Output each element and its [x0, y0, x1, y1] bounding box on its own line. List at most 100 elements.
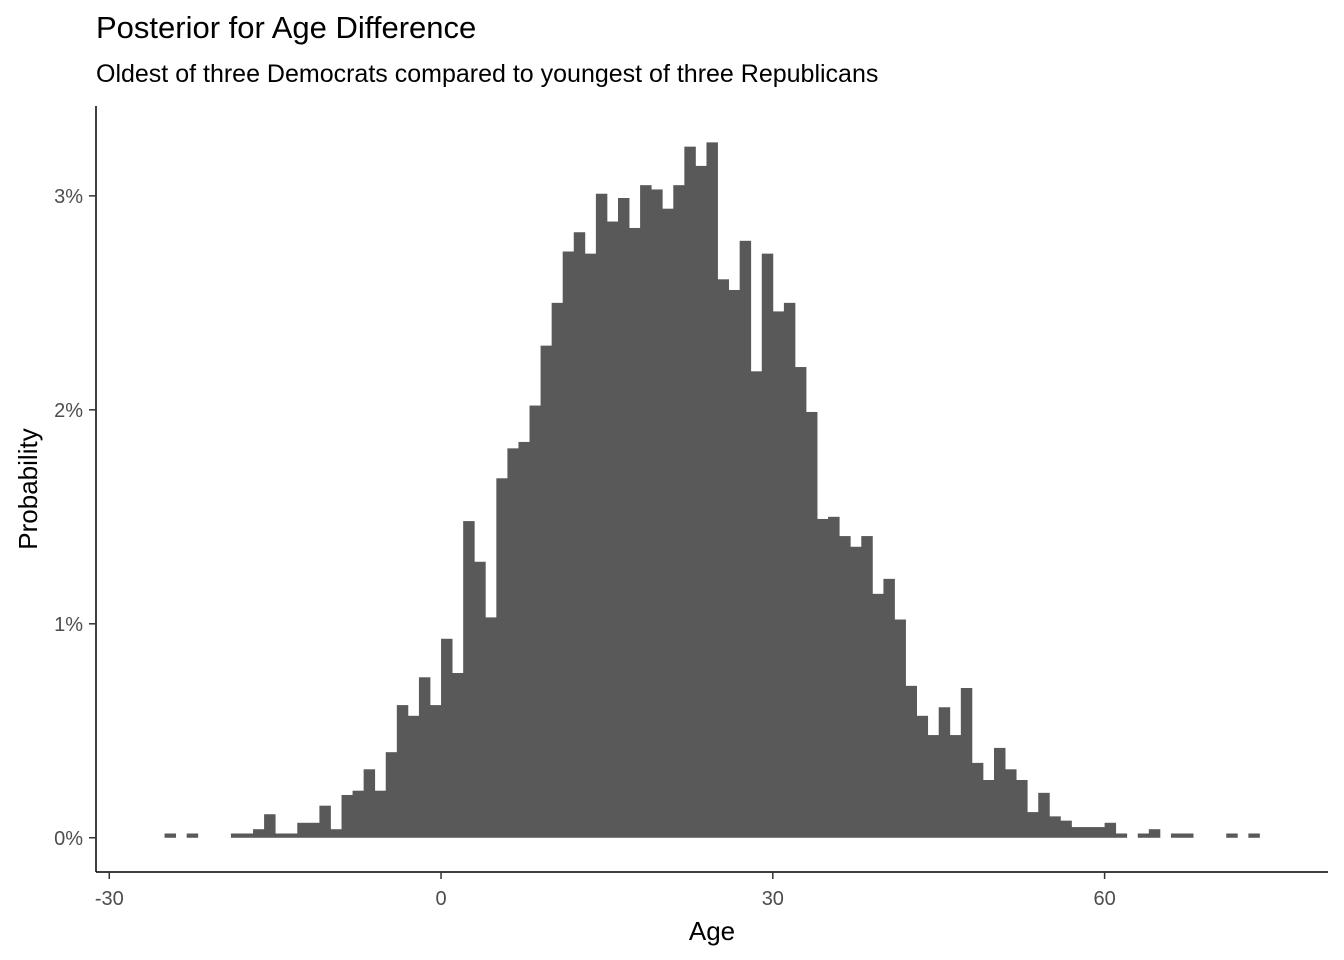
histogram-bar	[640, 185, 652, 838]
histogram-bar	[363, 769, 376, 838]
histogram-bar	[164, 833, 177, 838]
histogram-bar	[1104, 822, 1117, 838]
histogram-bar	[1049, 816, 1061, 838]
histogram-bar	[1226, 833, 1238, 838]
histogram-bar	[828, 516, 840, 838]
histogram-bar	[1027, 812, 1039, 838]
histogram-bar	[529, 405, 541, 838]
x-axis-ticks: -30 0 30 60	[95, 872, 1116, 910]
histogram-bar	[186, 833, 199, 838]
histogram-bar	[241, 833, 254, 838]
histogram-bar	[894, 619, 906, 838]
x-axis-title: Age	[689, 916, 735, 946]
histogram-bar	[994, 747, 1006, 838]
x-tick-label: 0	[435, 888, 446, 910]
histogram-bar	[374, 790, 387, 838]
histogram-bar	[286, 833, 298, 838]
histogram-bar	[540, 345, 553, 838]
y-axis-title: Probability	[13, 428, 43, 549]
histogram-bar	[319, 805, 331, 838]
histogram-bar	[761, 253, 774, 838]
histogram-bar	[230, 833, 243, 838]
histogram-bar	[518, 441, 530, 838]
bars-group	[164, 142, 1260, 838]
histogram-bar	[662, 208, 674, 838]
histogram-bar	[905, 685, 917, 838]
histogram-bar	[806, 411, 818, 838]
histogram-bar	[750, 371, 763, 838]
histogram-bar	[1038, 792, 1050, 838]
histogram-bar	[595, 193, 608, 838]
histogram-bar	[772, 311, 785, 838]
chart-title: Posterior for Age Difference	[96, 10, 477, 45]
histogram-bar	[684, 146, 696, 838]
histogram-bar	[960, 687, 973, 838]
histogram-bar	[817, 518, 829, 838]
histogram-bar	[452, 673, 464, 838]
histogram-bar	[1060, 820, 1072, 838]
histogram-bar	[673, 185, 685, 838]
y-tick-label: 1%	[54, 614, 83, 636]
histogram-bar	[927, 735, 940, 838]
histogram-bar	[949, 735, 962, 838]
chart-subtitle: Oldest of three Democrats compared to yo…	[96, 60, 879, 88]
histogram-bar	[1170, 833, 1183, 838]
y-tick-label: 3%	[54, 186, 83, 208]
histogram-bar	[308, 822, 320, 838]
histogram-bar	[629, 227, 641, 838]
histogram-bar	[474, 561, 486, 838]
histogram-bar	[1137, 833, 1150, 838]
histogram-bar	[297, 822, 309, 838]
histogram-bar	[551, 302, 564, 838]
y-tick-label: 2%	[54, 400, 83, 422]
histogram-bar	[1093, 827, 1105, 838]
histogram-bar	[606, 221, 619, 838]
histogram-bar	[883, 578, 895, 838]
histogram-bar	[418, 677, 431, 838]
histogram-bar	[916, 715, 929, 838]
histogram-bar	[264, 814, 276, 838]
histogram-bar	[850, 546, 862, 838]
x-tick-label: -30	[95, 888, 124, 910]
histogram-bar	[463, 521, 475, 838]
histogram-bar	[872, 593, 884, 838]
histogram-bar	[651, 189, 663, 838]
histogram-bar	[1016, 779, 1028, 838]
histogram-bar	[396, 705, 409, 838]
y-axis-ticks: 0% 1% 2% 3%	[54, 186, 96, 850]
histogram-bar	[695, 165, 707, 838]
histogram-bar	[275, 833, 287, 838]
histogram-bar	[1071, 827, 1083, 838]
histogram-bar	[573, 232, 586, 838]
histogram-bar	[1082, 827, 1094, 838]
histogram-bar	[728, 290, 741, 838]
histogram-bar	[1005, 769, 1017, 838]
histogram-bar	[496, 478, 508, 838]
histogram-bar	[839, 536, 851, 838]
histogram-bar	[717, 279, 729, 838]
histogram-bar	[330, 829, 342, 838]
x-tick-label: 30	[762, 888, 784, 910]
histogram-bar	[584, 253, 597, 838]
histogram-bar	[429, 705, 442, 838]
y-tick-label: 0%	[54, 828, 83, 850]
histogram-bar	[352, 790, 365, 838]
histogram-bar	[1248, 833, 1260, 838]
histogram-bar	[982, 779, 995, 838]
x-tick-label: 60	[1093, 888, 1115, 910]
histogram-bar	[485, 617, 497, 838]
histogram-bar	[794, 367, 807, 838]
histogram-bar	[562, 251, 575, 838]
histogram-bar	[706, 142, 718, 838]
histogram-bar	[1148, 829, 1161, 838]
histogram-bar	[861, 536, 873, 838]
histogram-bar	[971, 762, 984, 838]
histogram-bar	[385, 752, 398, 838]
histogram-bar	[739, 240, 752, 838]
histogram-bar	[441, 638, 453, 838]
histogram-bar	[783, 302, 796, 838]
histogram-bar	[1182, 833, 1194, 838]
histogram-bar	[407, 715, 420, 838]
histogram-bar	[938, 707, 951, 838]
